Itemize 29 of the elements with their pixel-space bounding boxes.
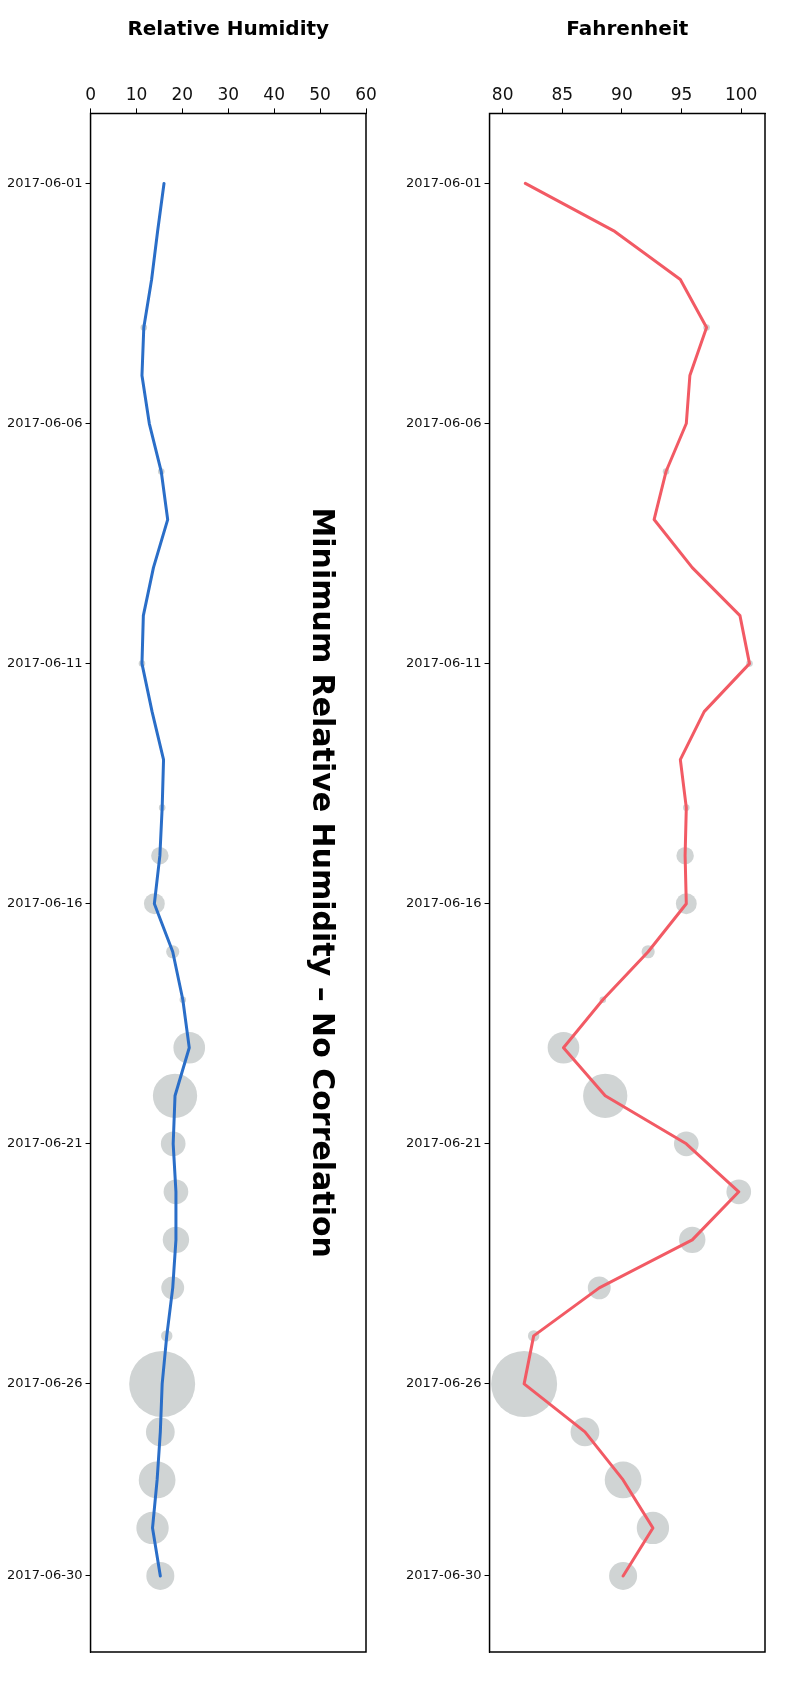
x-tick-label: 40: [263, 83, 285, 104]
x-tick-label: 100: [724, 83, 758, 104]
x-axis-title: Fahrenheit: [566, 16, 689, 41]
y-tick-label: 2017-06-16: [6, 895, 83, 911]
y-tick-label: 2017-06-06: [6, 414, 83, 430]
y-tick-label: 2017-06-01: [6, 174, 83, 190]
x-axis-title: Relative Humidity: [127, 16, 330, 41]
x-tick-label: 80: [491, 83, 514, 104]
x-tick-label: 85: [551, 83, 574, 104]
y-tick-label: 2017-06-26: [6, 1375, 83, 1391]
y-tick-label: 2017-06-21: [6, 1135, 83, 1151]
y-tick-label: 2017-06-01: [405, 174, 482, 190]
y-tick-label: 2017-06-30: [6, 1567, 83, 1583]
y-tick-label: 2017-06-06: [405, 414, 482, 430]
x-tick-label: 95: [670, 83, 693, 104]
y-tick-label: 2017-06-11: [405, 654, 482, 670]
y-tick-label: 2017-06-11: [6, 654, 83, 670]
x-tick-label: 90: [611, 83, 633, 104]
x-tick-label: 20: [171, 83, 194, 104]
y-tick-label: 2017-06-26: [405, 1375, 482, 1391]
x-tick-label: 30: [217, 83, 240, 104]
text: Minimum Relative Humidity – No Correlation: [306, 507, 342, 1258]
y-tick-label: 2017-06-16: [405, 895, 482, 911]
y-tick-label: 2017-06-30: [405, 1567, 482, 1583]
x-tick-label: 50: [309, 83, 331, 104]
y-tick-label: 2017-06-21: [405, 1135, 482, 1151]
x-tick-label: 60: [355, 83, 377, 104]
x-tick-label: 0: [85, 83, 96, 104]
x-tick-label: 10: [125, 83, 148, 104]
